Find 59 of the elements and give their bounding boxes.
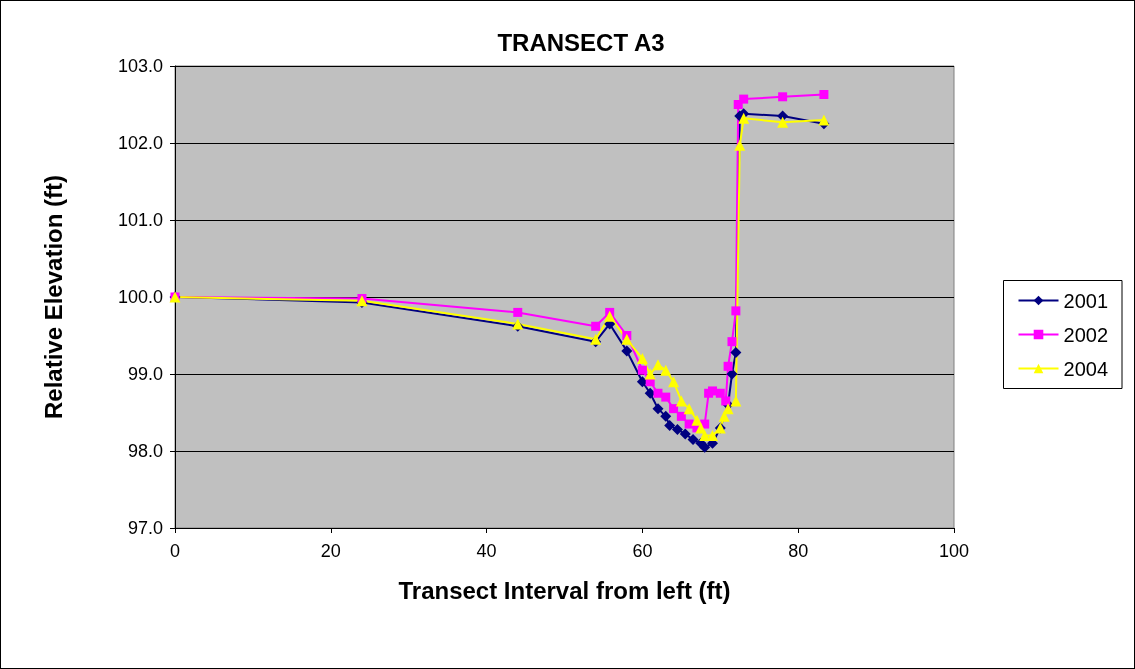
point [679, 428, 691, 440]
point [730, 346, 742, 358]
point [722, 403, 734, 415]
x-tick-label: 40 [476, 541, 497, 561]
legend-label: 2002 [1063, 323, 1109, 346]
point [676, 411, 686, 421]
point [819, 89, 829, 99]
point [660, 410, 672, 422]
point [660, 364, 672, 376]
point [721, 396, 731, 406]
point [669, 404, 679, 414]
point [715, 388, 725, 398]
point [734, 139, 746, 151]
point [739, 94, 749, 104]
x-tick-label: 100 [938, 541, 970, 561]
point [675, 395, 687, 407]
x-tick-label: 20 [320, 541, 341, 561]
y-tick-label: 101.0 [117, 210, 163, 230]
point [707, 430, 719, 442]
x-tick-label: 60 [632, 541, 653, 561]
legend-label: 2004 [1063, 357, 1109, 380]
point [708, 386, 718, 396]
y-tick-label: 98.0 [127, 441, 163, 461]
point [777, 116, 789, 128]
point [671, 423, 683, 435]
point [591, 321, 601, 331]
point [636, 353, 648, 365]
y-axis-title: Relative Elevation (ft) [39, 174, 67, 420]
x-axis-title: Transect Interval from left (ft) [398, 576, 731, 604]
point [513, 307, 523, 317]
point [604, 310, 616, 322]
point [661, 392, 671, 402]
point [683, 403, 695, 415]
x-tick-label: 0 [169, 541, 181, 561]
chart-title: TRANSECT A3 [497, 28, 665, 56]
point [668, 376, 680, 388]
point [723, 361, 733, 371]
point [621, 333, 633, 345]
point [644, 368, 656, 380]
point [778, 92, 788, 102]
y-tick-label: 102.0 [117, 133, 163, 153]
point [621, 345, 633, 357]
x-tick-label: 80 [788, 541, 809, 561]
point [818, 114, 830, 126]
point [731, 306, 741, 316]
legend-label: 2001 [1063, 289, 1109, 312]
y-tick-label: 97.0 [127, 518, 163, 538]
point [699, 441, 711, 453]
point [727, 337, 737, 347]
point [652, 359, 664, 371]
point [687, 433, 699, 445]
y-tick-label: 100.0 [117, 287, 163, 307]
point [664, 420, 676, 432]
point [652, 403, 664, 415]
y-tick-label: 99.0 [127, 364, 163, 384]
point [637, 365, 647, 375]
point [738, 112, 750, 124]
point [653, 388, 663, 398]
y-tick-label: 103.0 [117, 56, 163, 76]
